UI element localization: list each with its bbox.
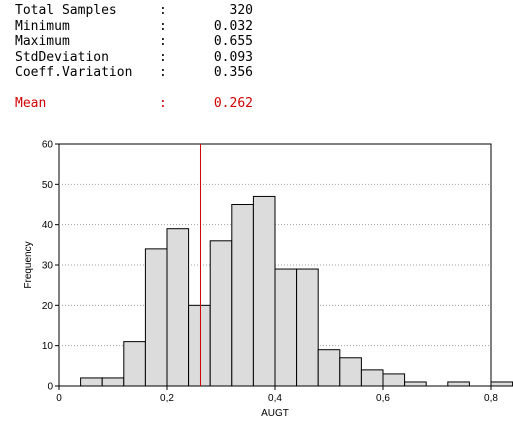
stat-row-mean-separator: :: [159, 95, 167, 111]
histogram-bar: [339, 357, 362, 387]
histogram-bar: [123, 341, 146, 387]
y-tick-label: 0: [47, 382, 53, 393]
y-axis-title: Frequency: [23, 241, 34, 288]
y-tick-label: 60: [42, 140, 54, 151]
histogram-bar: [317, 349, 341, 387]
histogram-bar: [166, 228, 190, 387]
y-tick-label: 30: [42, 261, 54, 272]
histogram-bar: [188, 304, 211, 387]
stat-row-stddeviation-label: StdDeviation: [15, 49, 109, 65]
stat-row-total-samples-value: 320: [229, 3, 253, 18]
histogram-bar: [382, 373, 406, 387]
x-tick-label: 0,8: [484, 393, 498, 404]
stat-row-mean-label: Mean: [15, 95, 47, 111]
stat-row-minimum-label: Minimum: [15, 18, 70, 34]
stat-row-stddeviation-value: 0.093: [213, 49, 253, 65]
histogram-bar: [296, 268, 319, 387]
stat-row-maximum-label: Maximum: [15, 34, 70, 49]
histogram-bar: [80, 377, 103, 387]
histogram-bar: [101, 377, 125, 387]
x-tick-label: 0,6: [376, 393, 390, 404]
stat-row-maximum-separator: :: [159, 34, 167, 49]
histogram-bar: [252, 195, 276, 387]
stat-row-mean-value: 0.262: [213, 95, 253, 111]
y-tick-label: 40: [42, 220, 54, 231]
stat-row-coeff-variation-separator: :: [159, 65, 167, 80]
histogram-bar: [274, 268, 298, 387]
stat-row-maximum-value: 0.655: [213, 34, 253, 49]
stat-row-total-samples-label: Total Samples: [15, 3, 117, 18]
histogram-bar: [360, 369, 384, 387]
histogram-bar: [490, 381, 513, 387]
stat-row-minimum-value: 0.032: [213, 18, 253, 34]
y-tick-label: 10: [42, 341, 54, 352]
x-tick-label: 0: [56, 393, 62, 404]
histogram-bar: [231, 204, 254, 387]
y-tick-label: 20: [42, 301, 54, 312]
x-axis-title: AUGT: [261, 408, 289, 419]
histogram-bar: [404, 381, 427, 387]
x-tick-label: 0,2: [160, 393, 174, 404]
histogram-bar: [144, 248, 168, 387]
y-tick-label: 50: [42, 180, 54, 191]
histogram-bar: [447, 381, 470, 387]
histogram-bar: [209, 240, 233, 387]
x-tick-label: 0,4: [268, 393, 282, 404]
stat-row-coeff-variation-label: Coeff.Variation: [15, 65, 133, 80]
stat-row-coeff-variation-value: 0.356: [213, 65, 253, 80]
stat-row-total-samples-separator: :: [159, 3, 167, 18]
stat-row-minimum-separator: :: [159, 18, 167, 34]
stat-row-stddeviation-separator: :: [159, 49, 167, 65]
